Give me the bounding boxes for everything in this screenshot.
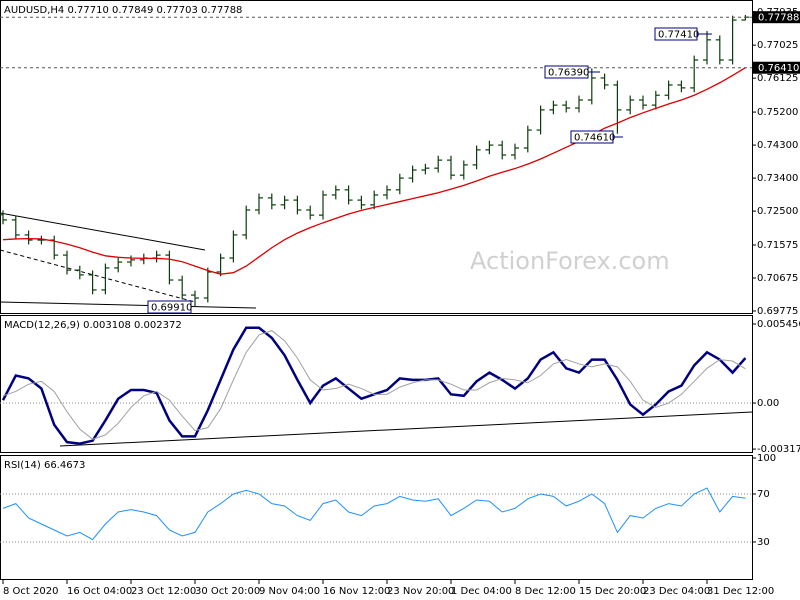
annotation-box	[544, 65, 589, 79]
x-tick-label: 15 Dec 20:00	[579, 586, 646, 597]
price-tag	[752, 11, 800, 24]
price-tag	[752, 61, 800, 74]
series-line	[2, 330, 746, 440]
trendline	[0, 301, 257, 309]
y-tick-label: 0.005456	[757, 319, 800, 330]
x-tick-label: 8 Dec 12:00	[515, 586, 576, 597]
plot-layer: 0.779350.770250.761250.752000.743000.734…	[0, 7, 800, 597]
x-tick-label: 23 Oct 12:00	[131, 586, 196, 597]
y-tick-label: 30	[757, 537, 770, 548]
x-tick-label: 30 Oct 20:00	[195, 586, 260, 597]
annotation-box	[654, 27, 698, 41]
y-tick-label: -0.003178	[757, 444, 800, 455]
annotation: 0.74610	[574, 133, 615, 144]
y-tick-label: 0.69775	[757, 306, 798, 317]
y-tick-label: 0.72500	[757, 206, 798, 217]
price-panel	[0, 0, 753, 314]
x-tick-label: 23 Dec 04:00	[643, 586, 710, 597]
annotation-box	[147, 300, 192, 314]
macd-panel	[0, 315, 753, 453]
trendline	[0, 249, 196, 303]
annotation: 0.77410	[658, 30, 699, 41]
y-tick-label: 100	[757, 453, 776, 464]
y-tick-label: 0.71575	[757, 240, 798, 251]
y-tick-label: 0.70675	[757, 273, 798, 284]
y-tick-label: 0.75200	[757, 107, 798, 118]
y-tick-label: 0.73400	[757, 173, 798, 184]
x-tick-label: 23 Nov 20:00	[387, 586, 454, 597]
y-tick-label: 0.77025	[757, 40, 798, 51]
annotation: 0.76390	[548, 68, 589, 79]
series-line	[2, 487, 746, 541]
chart-title: AUDUSD,H4 0.77710 0.77849 0.77703 0.7778…	[4, 5, 242, 16]
moving-average	[2, 67, 746, 275]
x-tick-label: 9 Nov 04:00	[259, 586, 320, 597]
watermark: ActionForex.com	[470, 247, 670, 275]
y-tick-label: 0.76125	[757, 73, 798, 84]
x-tick-label: 16 Nov 12:00	[323, 586, 390, 597]
annotation-box	[570, 130, 614, 144]
x-tick-label: 16 Oct 04:00	[67, 586, 132, 597]
x-tick-label: 8 Oct 2020	[3, 586, 58, 597]
chart-title: MACD(12,26,9) 0.003108 0.002372	[4, 320, 182, 331]
x-tick-label: 1 Dec 04:00	[451, 586, 512, 597]
trendline	[59, 411, 753, 447]
rsi-panel	[0, 455, 753, 580]
y-tick-label: 70	[757, 489, 770, 500]
x-tick-label: 31 Dec 12:00	[707, 586, 774, 597]
annotation: 0.69910	[151, 303, 192, 314]
chart-title: RSI(14) 66.4673	[4, 460, 85, 471]
y-tick-label: 0.00	[757, 398, 779, 409]
trendline	[0, 212, 206, 251]
price-tag-label: 0.76410	[758, 63, 799, 74]
y-tick-label: 0.74300	[757, 140, 798, 151]
price-tag-label: 0.77788	[758, 13, 799, 24]
